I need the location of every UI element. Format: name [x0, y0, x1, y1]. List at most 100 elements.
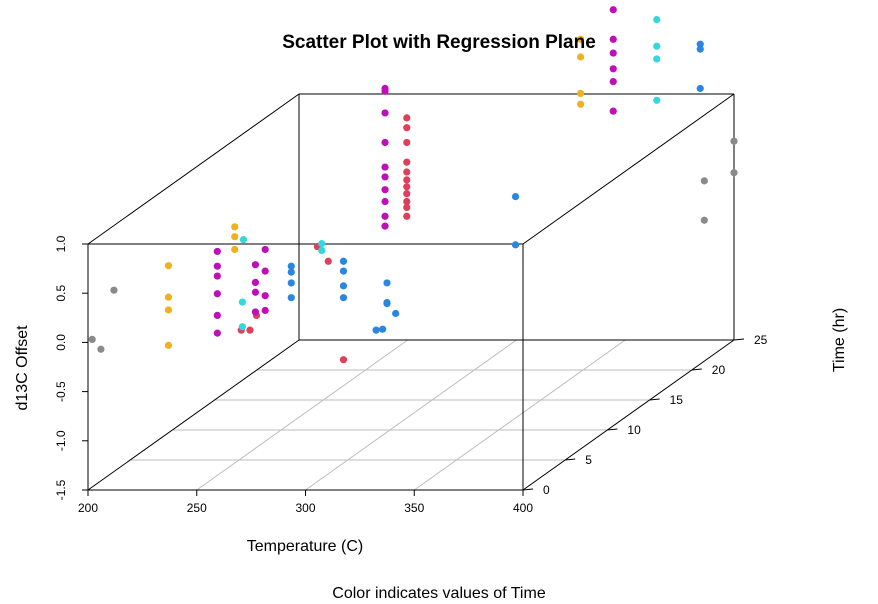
data-point: [318, 246, 326, 255]
y-tick-label: 20: [712, 363, 726, 377]
data-point: [403, 176, 411, 184]
data-point: [213, 311, 221, 319]
data-point: [88, 335, 96, 343]
x-tick-label: 200: [78, 501, 98, 515]
data-point: [577, 100, 585, 108]
data-point: [213, 272, 221, 280]
data-point: [383, 299, 391, 308]
data-point: [609, 6, 617, 14]
data-point: [609, 35, 617, 43]
box-edge: [87, 339, 300, 491]
data-point: [577, 53, 585, 61]
data-point: [403, 212, 411, 220]
data-point: [261, 292, 269, 300]
data-point: [381, 138, 389, 147]
data-point: [730, 169, 738, 177]
data-point: [213, 247, 221, 256]
z-tick-label: 0.0: [54, 334, 68, 351]
box-edge: [522, 339, 735, 491]
data-point: [287, 262, 295, 270]
data-point: [261, 267, 269, 275]
data-point: [381, 163, 389, 171]
z-tick-label: -1.0: [54, 430, 68, 451]
data-point: [609, 49, 617, 57]
x-axis-label: Temperature (C): [247, 538, 363, 555]
y-tick-mark: [607, 428, 618, 431]
data-point: [511, 241, 520, 249]
grid-line-x: [413, 339, 626, 491]
data-point: [164, 306, 173, 314]
data-point: [609, 107, 617, 115]
chart-title: Scatter Plot with Regression Plane: [282, 32, 596, 53]
grid-line-x: [196, 339, 409, 491]
data-point: [239, 236, 248, 244]
data-point: [339, 356, 348, 364]
box-edge: [87, 93, 300, 245]
x-tick-label: 400: [513, 501, 533, 515]
y-tick-label: 5: [585, 453, 592, 467]
data-point: [213, 262, 221, 270]
data-point: [609, 65, 617, 73]
data-point: [730, 137, 738, 145]
data-point: [164, 341, 173, 349]
x-tick-label: 250: [187, 501, 207, 515]
axis-ticks: 200 250 300 350 400 -1.5 -1.0 -0.5 0.0 0.5 1.0 0 5 10…: [54, 235, 768, 515]
chart-subtitle: Color indicates values of Time: [332, 585, 546, 602]
data-point: [381, 87, 389, 95]
y-tick-mark: [691, 368, 702, 371]
data-point: [403, 197, 411, 206]
data-point: [251, 261, 260, 269]
data-point: [238, 323, 246, 331]
y-axis-label: Time (hr): [831, 308, 848, 372]
data-point: [110, 286, 118, 294]
x-tick-label: 300: [295, 501, 315, 515]
data-point: [653, 55, 661, 63]
y-tick-label: 0: [543, 483, 550, 497]
data-point: [511, 193, 520, 201]
data-point: [324, 257, 332, 265]
data-point: [577, 89, 585, 97]
data-point: [381, 197, 389, 206]
data-point: [653, 16, 661, 24]
data-point: [164, 293, 173, 301]
data-point: [609, 77, 617, 86]
data-point: [238, 298, 246, 306]
y-tick-mark: [565, 458, 576, 461]
data-point: [696, 84, 704, 93]
data-point: [403, 114, 411, 122]
data-point: [696, 40, 704, 48]
data-point: [403, 168, 411, 176]
data-point: [577, 35, 585, 43]
data-point: [379, 325, 387, 333]
box-edge: [522, 93, 735, 245]
data-point: [700, 177, 708, 185]
floor-grid: [130, 339, 692, 491]
data-point: [339, 282, 348, 290]
y-tick-mark: [522, 488, 534, 491]
data-point: [318, 239, 326, 248]
y-tick-mark: [733, 338, 745, 341]
z-tick-label: -1.5: [54, 479, 68, 500]
data-point: [246, 326, 254, 334]
data-point: [372, 326, 380, 334]
data-point: [251, 288, 260, 296]
data-point: [381, 186, 389, 194]
data-point: [653, 96, 661, 104]
data-point: [213, 290, 221, 298]
data-point: [261, 306, 269, 315]
grid-line-x: [305, 339, 517, 491]
data-point: [403, 138, 411, 147]
data-point: [213, 329, 221, 337]
data-point: [97, 345, 105, 353]
z-tick-label: 0.5: [54, 285, 68, 302]
data-point: [403, 183, 411, 191]
data-point: [403, 158, 411, 166]
data-point: [381, 212, 389, 220]
data-points: [88, 6, 738, 364]
data-point: [381, 109, 389, 117]
data-point: [287, 294, 295, 302]
data-point: [392, 309, 400, 318]
y-tick-label: 15: [670, 393, 684, 407]
data-point: [339, 257, 348, 265]
z-axis-label: d13C Offset: [14, 325, 31, 411]
